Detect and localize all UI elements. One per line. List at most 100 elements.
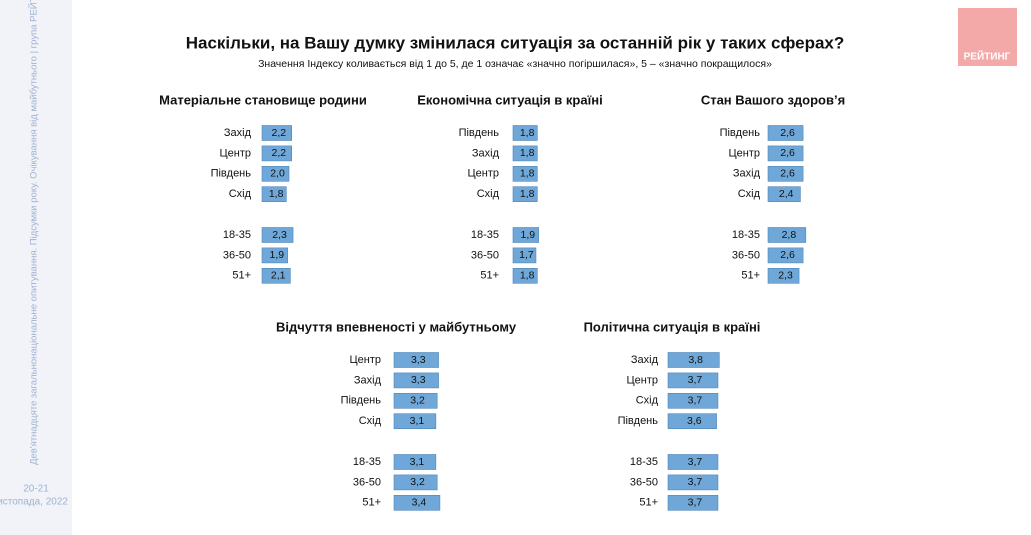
value-label: 1,8 <box>520 168 535 180</box>
date-month: листопада, 2022 <box>0 497 68 508</box>
value-label: 1,8 <box>520 127 535 139</box>
bar <box>393 392 438 409</box>
bar <box>767 227 807 243</box>
value-label: 2,4 <box>779 188 794 200</box>
bar <box>261 166 290 182</box>
value-label: 3,3 <box>411 354 426 366</box>
category-label: 18-35 <box>223 229 251 241</box>
value-label: 2,3 <box>272 229 287 241</box>
category-label: 36-50 <box>353 476 381 488</box>
bar <box>261 247 288 264</box>
chart-title: Відчуття впевненості у майбутньому <box>276 319 517 334</box>
bar <box>261 145 293 162</box>
bar <box>261 125 293 141</box>
bar <box>512 186 538 202</box>
value-label: 1,9 <box>270 249 285 261</box>
bar <box>767 267 800 284</box>
bar <box>767 166 804 182</box>
bar <box>667 413 717 430</box>
logo-box <box>958 8 1017 66</box>
category-label: Південь <box>211 168 252 180</box>
category-label: Схід <box>738 188 761 200</box>
category-label: Центр <box>729 147 761 159</box>
bar <box>393 413 437 430</box>
value-label: 3,6 <box>687 415 702 427</box>
category-label: 36-50 <box>732 249 760 261</box>
category-label: 18-35 <box>471 229 499 241</box>
bar <box>261 267 291 284</box>
value-label: 2,3 <box>778 270 793 282</box>
category-label: Південь <box>720 127 761 139</box>
chart-title: Політична ситуація в країні <box>584 319 761 334</box>
category-label: Центр <box>350 354 382 366</box>
category-label: Центр <box>627 374 659 386</box>
bar <box>667 454 719 470</box>
category-label: Схід <box>636 395 659 407</box>
logo: РЕЙТИНГ <box>964 50 1011 63</box>
bar <box>512 247 537 264</box>
value-label: 1,7 <box>519 249 534 261</box>
value-label: 1,9 <box>521 229 536 241</box>
category-label: Захід <box>472 147 500 159</box>
bar <box>767 247 804 264</box>
value-label: 2,6 <box>780 127 795 139</box>
bar <box>512 166 538 182</box>
value-label: 3,1 <box>410 456 425 468</box>
bar <box>393 454 437 470</box>
value-label: 2,2 <box>272 147 287 159</box>
value-label: 3,7 <box>688 456 703 468</box>
category-label: Південь <box>618 415 659 427</box>
category-label: Захід <box>733 168 761 180</box>
bar <box>512 227 539 243</box>
category-label: Південь <box>459 127 500 139</box>
bar <box>512 145 538 162</box>
value-label: 2,6 <box>780 147 795 159</box>
bar <box>393 494 441 511</box>
value-label: 2,6 <box>780 249 795 261</box>
bar <box>667 494 719 511</box>
category-label: Південь <box>341 395 382 407</box>
value-label: 3,2 <box>410 395 425 407</box>
value-label: 1,8 <box>520 270 535 282</box>
value-label: 2,6 <box>780 168 795 180</box>
bar <box>393 474 438 491</box>
bar <box>393 372 439 389</box>
chart-title: Стан Вашого здоров’я <box>701 92 845 107</box>
sidebar: Дев'ятнадцяте загальнонаціональне опитув… <box>0 0 72 535</box>
bar <box>261 227 294 243</box>
bar <box>512 125 538 141</box>
bar <box>767 186 801 202</box>
sidebar-bg <box>0 0 72 535</box>
value-label: 3,3 <box>411 374 426 386</box>
value-label: 3,1 <box>410 415 425 427</box>
category-label: 18-35 <box>732 229 760 241</box>
category-label: 51+ <box>480 270 499 282</box>
category-label: Центр <box>468 168 500 180</box>
bar <box>667 392 719 409</box>
value-label: 1,8 <box>520 188 535 200</box>
bar <box>393 352 439 368</box>
value-label: 2,0 <box>270 168 285 180</box>
category-label: Захід <box>631 354 659 366</box>
slide-title: Наскільки, на Вашу думку змінилася ситуа… <box>186 33 845 52</box>
value-label: 3,7 <box>688 476 703 488</box>
category-label: 51+ <box>639 497 658 509</box>
value-label: 3,4 <box>412 497 427 509</box>
category-label: Схід <box>477 188 500 200</box>
bar <box>667 372 719 389</box>
sidebar-text: Дев'ятнадцяте загальнонаціональне опитув… <box>28 0 40 465</box>
category-label: Схід <box>229 188 252 200</box>
bar <box>667 474 719 491</box>
value-label: 2,2 <box>272 127 287 139</box>
value-label: 3,7 <box>688 497 703 509</box>
category-label: Центр <box>220 147 252 159</box>
bar <box>667 352 720 368</box>
category-label: 51+ <box>362 497 381 509</box>
category-label: Схід <box>359 415 382 427</box>
category-label: 51+ <box>232 270 251 282</box>
chart-title: Матеріальне становище родини <box>159 92 367 107</box>
category-label: Захід <box>224 127 252 139</box>
